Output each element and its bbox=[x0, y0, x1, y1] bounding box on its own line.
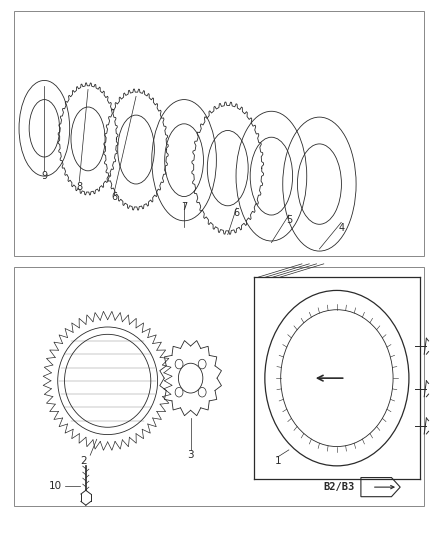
Text: 1: 1 bbox=[275, 456, 281, 465]
Text: 6: 6 bbox=[233, 208, 240, 219]
Ellipse shape bbox=[175, 387, 183, 397]
Text: 4: 4 bbox=[338, 223, 344, 233]
Text: B2/B3: B2/B3 bbox=[323, 482, 355, 492]
Ellipse shape bbox=[175, 359, 183, 369]
Text: 9: 9 bbox=[41, 171, 47, 181]
Text: 7: 7 bbox=[181, 202, 187, 212]
Bar bbox=[14, 11, 424, 256]
Bar bbox=[14, 266, 424, 506]
Text: 8: 8 bbox=[76, 182, 82, 192]
Text: 10: 10 bbox=[49, 481, 62, 490]
Text: 5: 5 bbox=[286, 215, 292, 225]
Text: 2: 2 bbox=[80, 456, 87, 465]
Ellipse shape bbox=[198, 387, 206, 397]
Text: 3: 3 bbox=[187, 450, 194, 460]
Text: 6: 6 bbox=[111, 192, 117, 203]
Ellipse shape bbox=[198, 359, 206, 369]
